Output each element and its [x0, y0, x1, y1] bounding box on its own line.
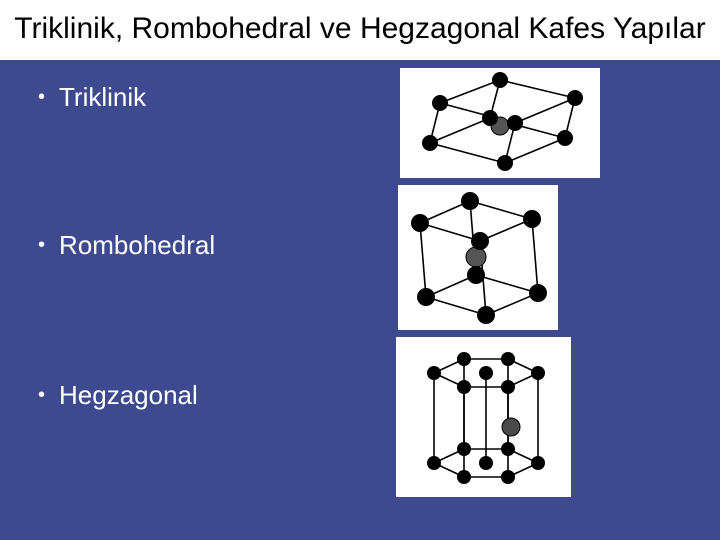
- bullet-item-triclinic: • Triklinik: [38, 82, 146, 113]
- bullet-label: Rombohedral: [59, 230, 215, 261]
- bullet-dot-icon: •: [38, 235, 45, 255]
- bullet-item-rhombohedral: • Rombohedral: [38, 230, 215, 261]
- lattice-svg-triclinic: [400, 68, 600, 178]
- page-title: Triklinik, Rombohedral ve Hegzagonal Kaf…: [0, 10, 720, 48]
- diagram-triclinic: [400, 68, 600, 178]
- bullet-item-hexagonal: • Hegzagonal: [38, 380, 198, 411]
- diagram-rhombohedral: [398, 185, 558, 330]
- title-bar: Triklinik, Rombohedral ve Hegzagonal Kaf…: [0, 0, 720, 60]
- lattice-svg-rhombohedral: [398, 185, 558, 330]
- diagram-hexagonal: [396, 337, 571, 497]
- lattice-svg-hexagonal: [396, 337, 571, 497]
- bullet-dot-icon: •: [38, 87, 45, 107]
- bullet-dot-icon: •: [38, 385, 45, 405]
- bullet-label: Triklinik: [59, 82, 146, 113]
- bullet-label: Hegzagonal: [59, 380, 198, 411]
- content-area: • Triklinik • Rombohedral • Hegzagonal: [0, 60, 720, 505]
